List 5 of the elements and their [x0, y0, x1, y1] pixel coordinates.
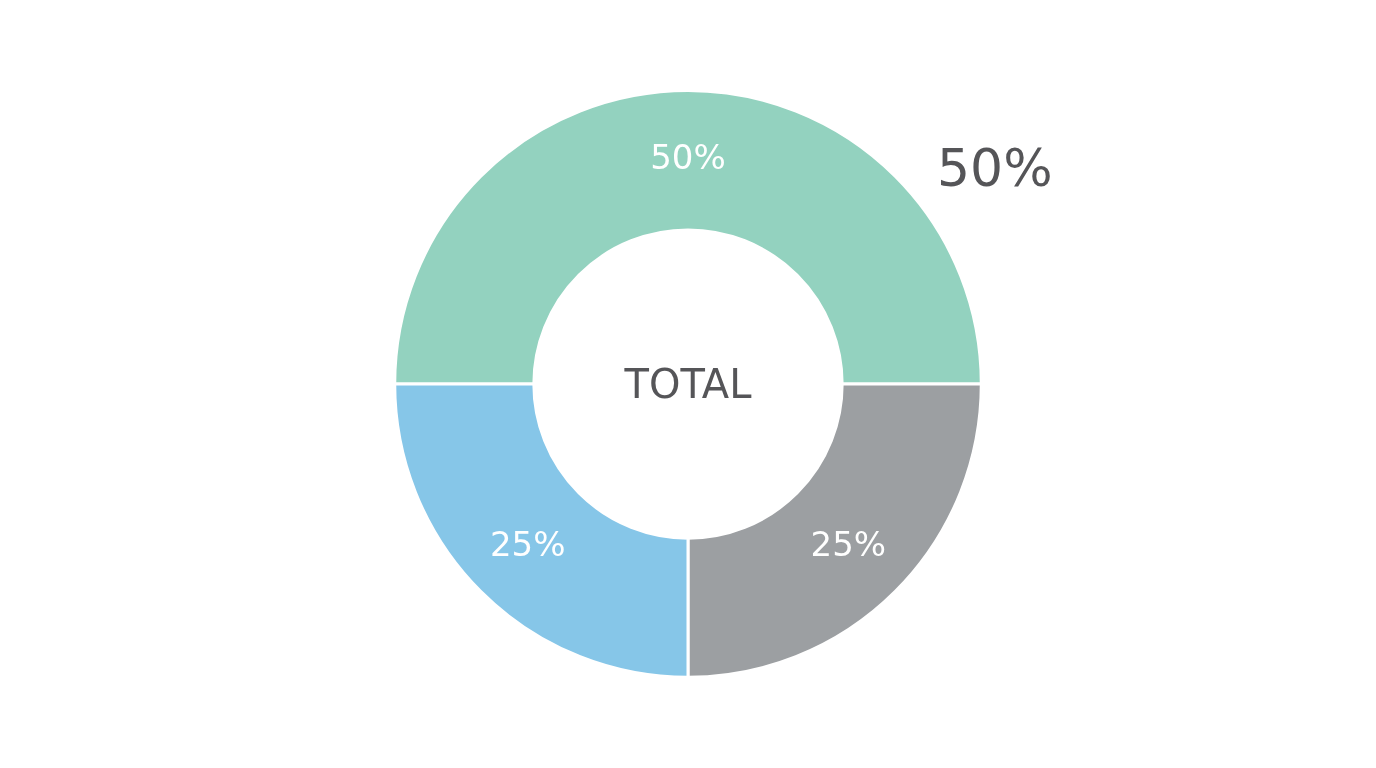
text: 50%: [937, 138, 1053, 198]
text: TOTAL: [623, 361, 753, 407]
data-label: 25%: [489, 524, 566, 565]
data-label: 25%: [810, 524, 887, 565]
data-label: 50%: [650, 137, 726, 178]
